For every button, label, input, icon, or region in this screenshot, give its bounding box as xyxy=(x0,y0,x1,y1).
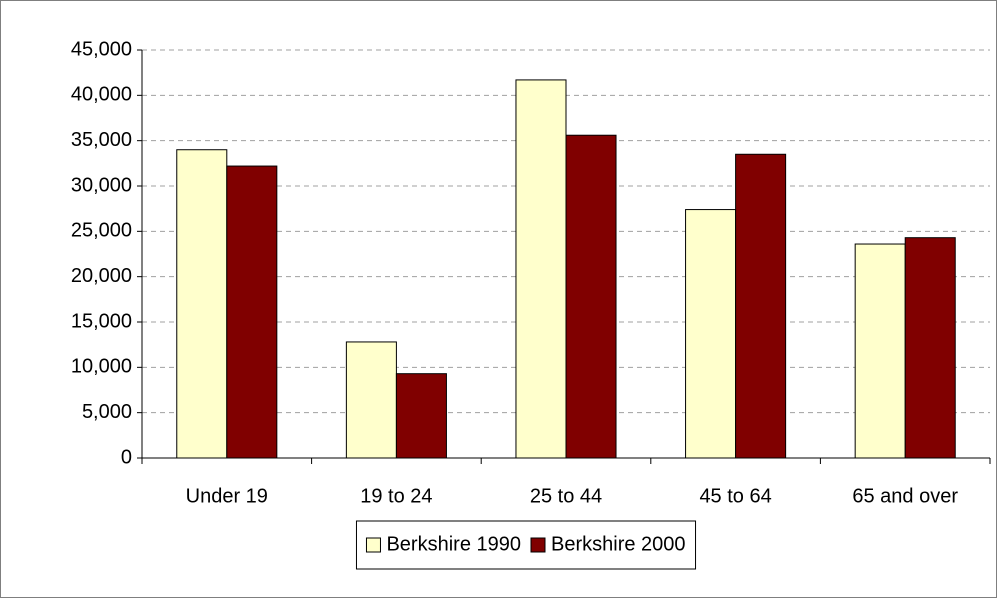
x-tick-label: 45 to 64 xyxy=(699,485,771,507)
y-tick-label: 35,000 xyxy=(71,129,132,151)
x-tick-label: Under 19 xyxy=(186,485,268,507)
x-tick-label: 65 and over xyxy=(852,485,958,507)
x-tick-label: 19 to 24 xyxy=(360,485,432,507)
bar xyxy=(904,237,956,459)
y-tick-label: 5,000 xyxy=(82,401,132,423)
y-tick-label: 40,000 xyxy=(71,84,132,106)
y-tick-label: 25,000 xyxy=(71,220,132,242)
bar xyxy=(395,373,447,459)
bar xyxy=(515,79,567,459)
y-tick-label: 0 xyxy=(121,446,132,468)
y-tick-label: 20,000 xyxy=(71,265,132,287)
bar xyxy=(345,341,397,459)
bar xyxy=(176,149,228,459)
bar xyxy=(565,134,617,459)
bar xyxy=(685,209,737,459)
legend-swatch xyxy=(530,537,546,553)
bar xyxy=(735,153,787,459)
legend-label: Berkshire 1990 xyxy=(386,533,521,555)
legend: Berkshire 1990 Berkshire 2000 xyxy=(355,520,697,570)
bar xyxy=(854,243,906,459)
x-tick-label: 25 to 44 xyxy=(530,485,602,507)
bar xyxy=(226,165,278,459)
y-tick-label: 45,000 xyxy=(71,38,132,60)
legend-label: Berkshire 2000 xyxy=(551,533,686,555)
y-tick-label: 10,000 xyxy=(71,356,132,378)
legend-swatch xyxy=(365,537,381,553)
y-tick-label: 30,000 xyxy=(71,174,132,196)
y-tick-label: 15,000 xyxy=(71,310,132,332)
legend-box xyxy=(355,520,697,570)
